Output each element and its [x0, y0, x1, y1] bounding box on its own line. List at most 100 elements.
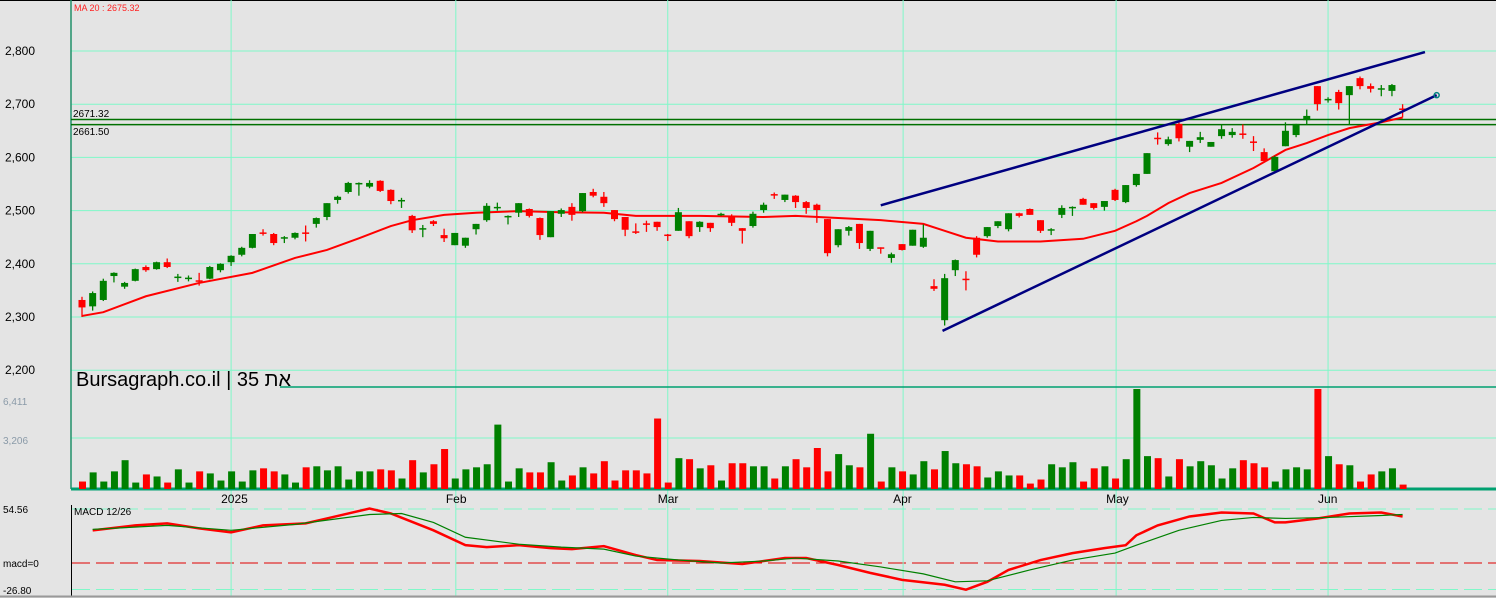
volume-bar: [1005, 475, 1013, 489]
candle-up: [206, 266, 214, 279]
candle-down: [824, 219, 831, 254]
candle-down: [302, 232, 310, 234]
trendline-handle[interactable]: [1433, 91, 1440, 99]
volume-tick-label: 6,411: [3, 397, 28, 408]
volume-bar: [1367, 474, 1375, 489]
macd-tick-label: macd=0: [3, 559, 39, 570]
candle-down: [632, 231, 640, 233]
volume-bar: [760, 466, 768, 489]
candle-down: [802, 202, 810, 208]
volume-bar: [89, 472, 97, 489]
candle-up: [398, 199, 405, 202]
candle-up: [451, 232, 459, 246]
volume-bar: [835, 454, 843, 489]
volume-bar: [888, 467, 896, 489]
candle-up: [1122, 185, 1130, 203]
candle-up: [312, 218, 320, 224]
volume-bar: [622, 470, 630, 489]
volume-bar: [526, 472, 534, 489]
volume-bar: [377, 469, 385, 489]
volume-bar: [568, 475, 576, 489]
candle-up: [1324, 98, 1332, 101]
volume-bar: [781, 466, 789, 489]
candle-up: [1228, 131, 1236, 136]
volume-bar: [387, 470, 395, 489]
month-label: Mar: [658, 492, 679, 506]
candle-up: [951, 260, 959, 271]
volume-bar: [334, 466, 342, 489]
candle-down: [898, 244, 906, 250]
volume-bar: [600, 461, 608, 489]
candle-up: [461, 237, 469, 246]
candle-up: [472, 223, 480, 230]
candle-up: [355, 182, 363, 185]
volume-bar: [1112, 478, 1120, 489]
candle-up: [504, 215, 512, 218]
price-axis: 2,800 2,700 2,600 2,500 2,400 2,300 2,200: [5, 44, 35, 377]
candle-up: [1132, 173, 1140, 186]
candle-down: [259, 232, 267, 234]
candle-up: [749, 213, 757, 227]
volume-bar: [292, 482, 299, 489]
volume-bar: [1133, 389, 1141, 489]
trendline[interactable]: [880, 50, 1426, 207]
volume-bar: [1175, 459, 1183, 489]
trendline[interactable]: [941, 94, 1438, 332]
candle-down: [642, 223, 650, 225]
volume-bar: [558, 480, 566, 489]
volume-bar: [1144, 456, 1151, 489]
candle-down: [611, 210, 618, 220]
candle-up: [334, 196, 342, 200]
candle-up: [153, 262, 161, 270]
candle-down: [1399, 108, 1407, 110]
volume-bar: [1186, 466, 1194, 489]
candle-up: [674, 212, 682, 231]
candle-up: [419, 228, 427, 230]
candle-up: [557, 210, 565, 214]
level-label: 2661.50: [73, 127, 110, 138]
trendlines[interactable]: [880, 50, 1440, 332]
volume-bar: [1282, 469, 1290, 489]
candle-down: [1239, 133, 1247, 135]
candle-down: [525, 209, 533, 216]
candle-up: [887, 254, 895, 258]
volume-bar: [803, 467, 811, 489]
volume-bar: [856, 467, 864, 489]
month-label: 2025: [221, 492, 248, 506]
macd-signal-line: [92, 512, 1403, 583]
volume-bar: [845, 465, 853, 489]
volume-bar: [718, 480, 725, 489]
candle-up: [227, 255, 235, 263]
macd-title: MACD 12/26: [74, 507, 132, 518]
candle-up: [1281, 130, 1289, 147]
candle-up: [110, 272, 118, 277]
candle-up: [280, 237, 288, 239]
macd-lines: [92, 507, 1403, 592]
volume-bar: [728, 463, 736, 489]
candle-up: [515, 203, 523, 213]
candle-down: [1154, 137, 1162, 140]
candle-up: [1143, 153, 1151, 174]
volume-bar: [877, 481, 885, 489]
candle-up: [174, 276, 182, 279]
candle-up: [131, 269, 139, 281]
volume-bar: [1090, 468, 1098, 489]
candle-up: [845, 227, 853, 231]
macd-tick-label: 54.56: [3, 505, 28, 516]
volume-bars: [79, 389, 1407, 489]
volume-bar: [164, 482, 172, 489]
volume-bar: [696, 468, 704, 489]
month-label: May: [1106, 492, 1129, 506]
volume-bar: [451, 478, 459, 489]
candle-down: [1313, 86, 1321, 105]
volume-bar: [1101, 466, 1109, 489]
volume-bar: [462, 469, 470, 489]
candle-down: [1079, 198, 1087, 205]
volume-bar: [505, 481, 512, 489]
candle-down: [973, 237, 981, 255]
volume-bar: [1303, 469, 1311, 489]
candle-up: [89, 293, 97, 307]
volume-bar: [643, 473, 651, 489]
volume-bar: [547, 462, 555, 489]
volume-bar: [249, 470, 257, 489]
